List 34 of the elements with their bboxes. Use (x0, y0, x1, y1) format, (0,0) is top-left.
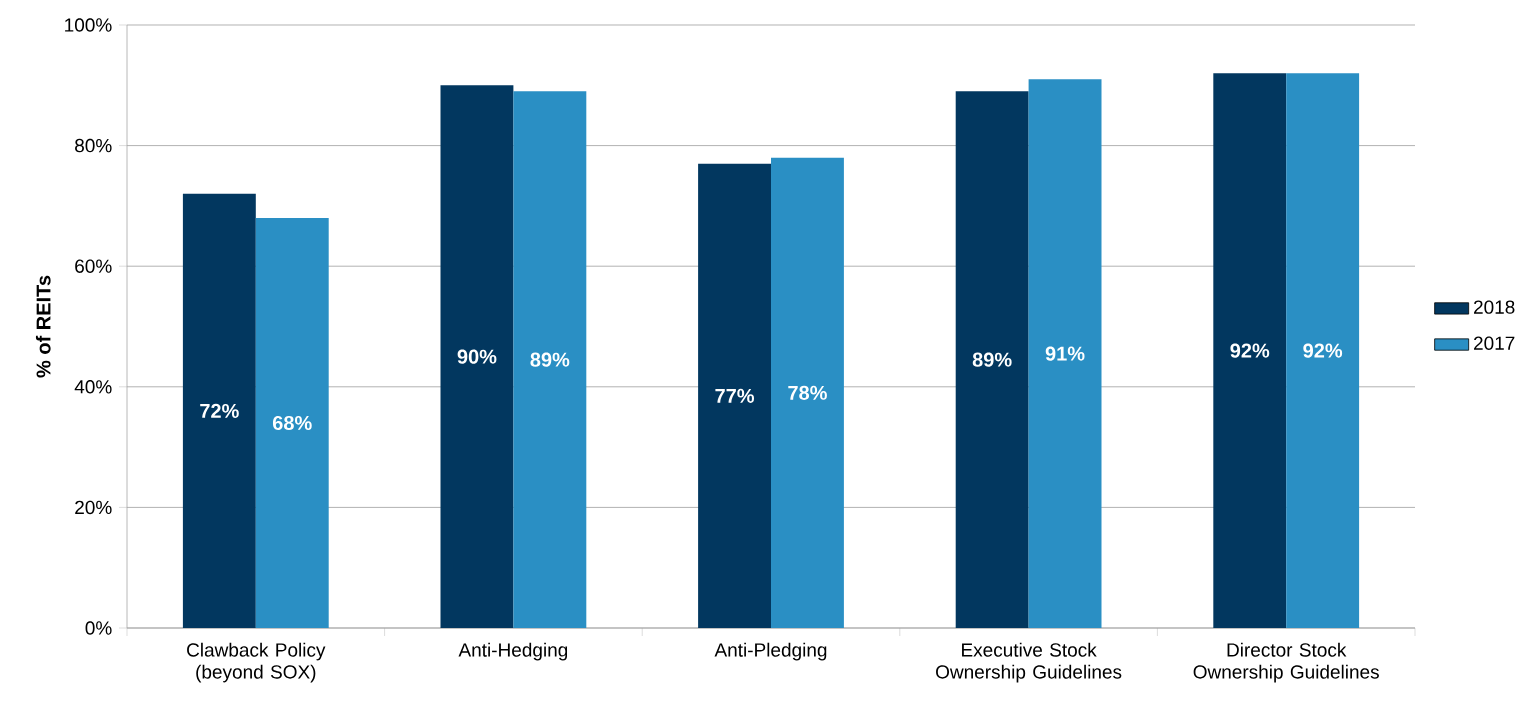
legend-label: 2017 (1474, 336, 1515, 350)
bar (698, 163, 771, 628)
y-tick-label: 80% (75, 138, 112, 153)
bar (771, 157, 844, 628)
y-tick-label: 60% (75, 259, 112, 273)
bar (182, 193, 256, 628)
data-label: 91% (1045, 346, 1085, 361)
legend-label: 2018 (1474, 300, 1515, 314)
x-tick-label: Anti-Hedging (458, 642, 568, 661)
data-label: 68% (272, 415, 312, 431)
bar (1286, 73, 1360, 628)
data-label: 89% (530, 352, 570, 367)
data-label: 90% (457, 349, 497, 364)
bar (513, 91, 587, 628)
bar (440, 85, 514, 628)
bar (955, 91, 1029, 628)
x-tick-label: Anti-Pledging (714, 642, 827, 661)
y-tick-label: 100% (65, 18, 112, 32)
bar (255, 217, 329, 628)
x-tick-label: Executive Stock Ownership Guidelines (936, 642, 1122, 683)
data-label: 92% (1230, 343, 1270, 358)
bar (1028, 79, 1102, 628)
x-tick-label: Clawback Policy (beyond SOX) (187, 642, 326, 683)
data-label: 92% (1303, 343, 1343, 358)
data-label: 72% (200, 403, 239, 418)
bar (1213, 73, 1287, 628)
y-tick-label: 20% (75, 500, 112, 515)
y-tick-label: 0% (85, 621, 112, 635)
y-tick-label: 40% (74, 380, 112, 394)
data-label: 78% (788, 385, 827, 400)
x-tick-label: Director Stock Ownership Guidelines (1193, 642, 1379, 683)
y-axis-title: % of REITs (35, 275, 51, 378)
data-label: 89% (972, 352, 1012, 367)
data-label: 77% (715, 388, 755, 403)
